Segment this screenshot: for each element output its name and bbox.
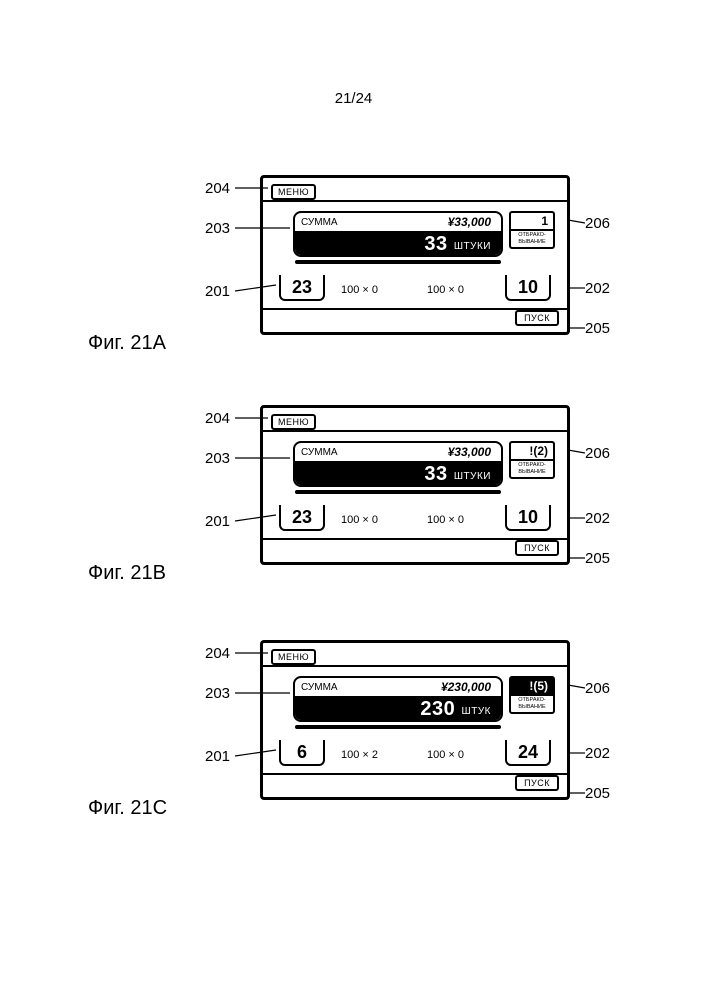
figure-label: Фиг. 21B	[88, 562, 166, 585]
figure-label: Фиг. 21A	[88, 332, 166, 355]
page-number: 21/24	[335, 90, 373, 107]
figure-label: Фиг. 21C	[88, 797, 167, 820]
